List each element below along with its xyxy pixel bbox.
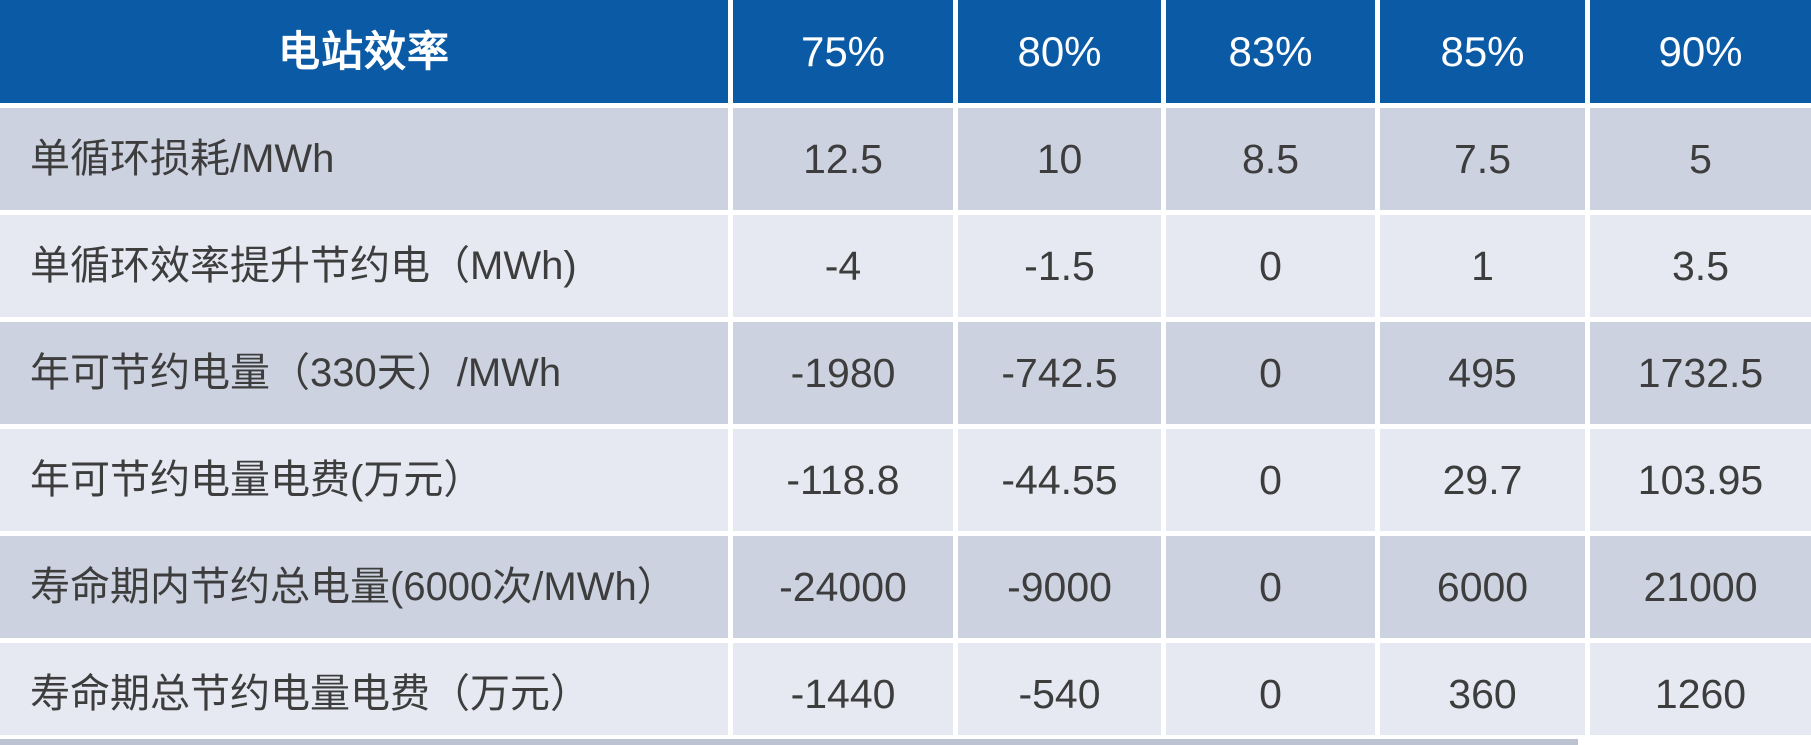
value-cell: 12.5 bbox=[733, 108, 953, 210]
value-cell: 0 bbox=[1166, 536, 1375, 638]
value-cell: -24000 bbox=[733, 536, 953, 638]
value-cell: 8.5 bbox=[1166, 108, 1375, 210]
table-bottom-gap bbox=[0, 735, 1811, 739]
value-cell: 360 bbox=[1380, 643, 1585, 745]
value-cell: 0 bbox=[1166, 643, 1375, 745]
table-corner-header: 电站效率 bbox=[0, 0, 728, 103]
column-header-83: 83% bbox=[1166, 0, 1375, 103]
value-cell: 5 bbox=[1590, 108, 1811, 210]
value-cell: -742.5 bbox=[958, 322, 1161, 424]
value-cell: -1.5 bbox=[958, 215, 1161, 317]
value-cell: 0 bbox=[1166, 429, 1375, 531]
value-cell: -540 bbox=[958, 643, 1161, 745]
value-cell: -9000 bbox=[958, 536, 1161, 638]
value-cell: -118.8 bbox=[733, 429, 953, 531]
value-cell: 6000 bbox=[1380, 536, 1585, 638]
value-cell: 1 bbox=[1380, 215, 1585, 317]
column-header-75: 75% bbox=[733, 0, 953, 103]
value-cell: -44.55 bbox=[958, 429, 1161, 531]
value-cell: -4 bbox=[733, 215, 953, 317]
column-header-90: 90% bbox=[1590, 0, 1811, 103]
cutoff-row-strip bbox=[0, 739, 1578, 745]
value-cell: 0 bbox=[1166, 322, 1375, 424]
value-cell: 21000 bbox=[1590, 536, 1811, 638]
value-cell: 10 bbox=[958, 108, 1161, 210]
cutoff-row-strip-end bbox=[1578, 739, 1811, 745]
row-label-annual-saving-fee: 年可节约电量电费(万元） bbox=[0, 429, 728, 531]
column-header-85: 85% bbox=[1380, 0, 1585, 103]
value-cell: 29.7 bbox=[1380, 429, 1585, 531]
row-label-cycle-saving: 单循环效率提升节约电（MWh) bbox=[0, 215, 728, 317]
value-cell: 495 bbox=[1380, 322, 1585, 424]
value-cell: 0 bbox=[1166, 215, 1375, 317]
value-cell: 3.5 bbox=[1590, 215, 1811, 317]
value-cell: -1440 bbox=[733, 643, 953, 745]
value-cell: 1732.5 bbox=[1590, 322, 1811, 424]
value-cell: 103.95 bbox=[1590, 429, 1811, 531]
value-cell: 1260 bbox=[1590, 643, 1811, 745]
row-label-cycle-loss: 单循环损耗/MWh bbox=[0, 108, 728, 210]
row-label-annual-saving-mwh: 年可节约电量（330天）/MWh bbox=[0, 322, 728, 424]
value-cell: 7.5 bbox=[1380, 108, 1585, 210]
value-cell: -1980 bbox=[733, 322, 953, 424]
row-label-lifetime-saving-mwh: 寿命期内节约总电量(6000次/MWh） bbox=[0, 536, 728, 638]
row-label-lifetime-saving-fee: 寿命期总节约电量电费（万元） bbox=[0, 643, 728, 745]
column-header-80: 80% bbox=[958, 0, 1161, 103]
